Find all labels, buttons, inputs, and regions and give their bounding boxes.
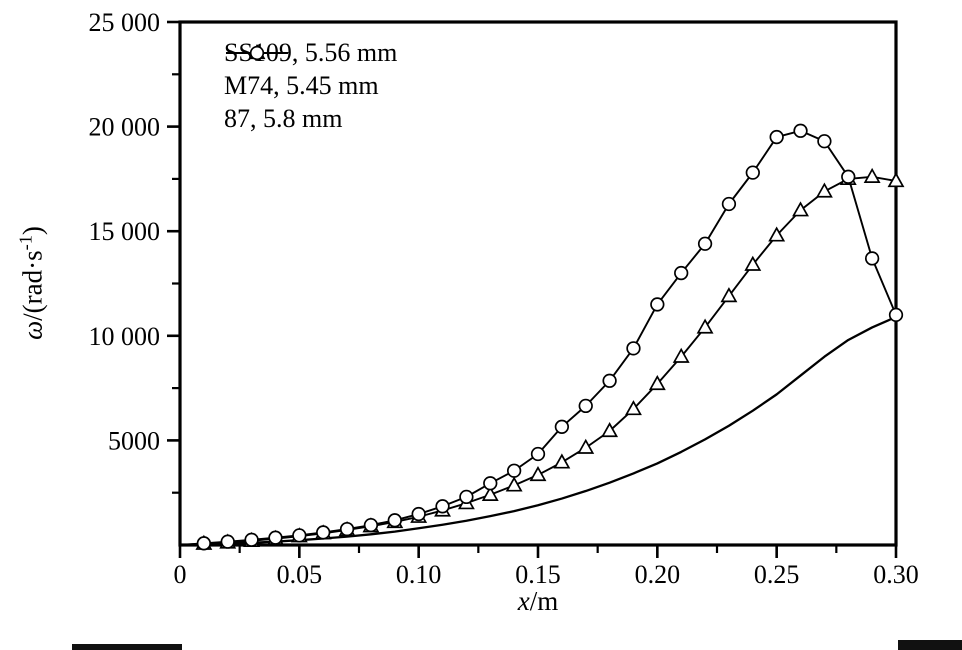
series-ss109 (178, 315, 898, 547)
x-axis-unit: /m (529, 586, 559, 616)
x-tick-label: 0 (174, 560, 187, 589)
y-tick-label: 25 000 (89, 8, 161, 37)
x-axis-variable: x (517, 586, 530, 616)
x-tick-label: 0.05 (277, 560, 323, 589)
x-tick-label: 0.30 (873, 560, 919, 589)
x-tick-label: 0.20 (635, 560, 681, 589)
y-tick-label: 15 000 (89, 217, 161, 246)
y-axis-unit-close: ) (17, 226, 48, 236)
y-axis-title: ω/(rad·s-1) (16, 226, 49, 340)
y-axis-variable: ω (17, 320, 48, 340)
legend-label: M74, 5.45 mm (224, 71, 379, 100)
y-axis-exponent: -1 (15, 235, 36, 251)
legend-sample-circle (226, 45, 288, 61)
y-tick-label: 20 000 (89, 113, 161, 142)
y-tick-label: 10 000 (89, 322, 161, 351)
axis-ticks (167, 20, 898, 558)
legend-item: M74, 5.45 mm (224, 44, 397, 100)
series-m74 (179, 167, 905, 550)
legend-item: 87, 5.8 mm (224, 45, 397, 133)
legend-label: 87, 5.8 mm (224, 104, 343, 133)
x-tick-label: 0.25 (754, 560, 800, 589)
scan-artifact-bottom-left (72, 644, 182, 650)
y-axis-unit: /(rad·s (17, 250, 48, 321)
series-87 (179, 123, 904, 551)
x-axis-title: x/m (438, 586, 638, 617)
tick-labels: 0 0.05 0.10 0.15 0.20 0.25 0.30 5000 10 000 15 00… (89, 8, 919, 589)
x-tick-label: 0.10 (396, 560, 442, 589)
y-tick-label: 5000 (108, 426, 160, 455)
x-tick-label: 0.15 (515, 560, 561, 589)
scan-artifact-bottom-right (898, 640, 962, 650)
legend: SS109, 5.56 mm M74, 5.45 mm 87, 5.8 mm (224, 40, 397, 132)
